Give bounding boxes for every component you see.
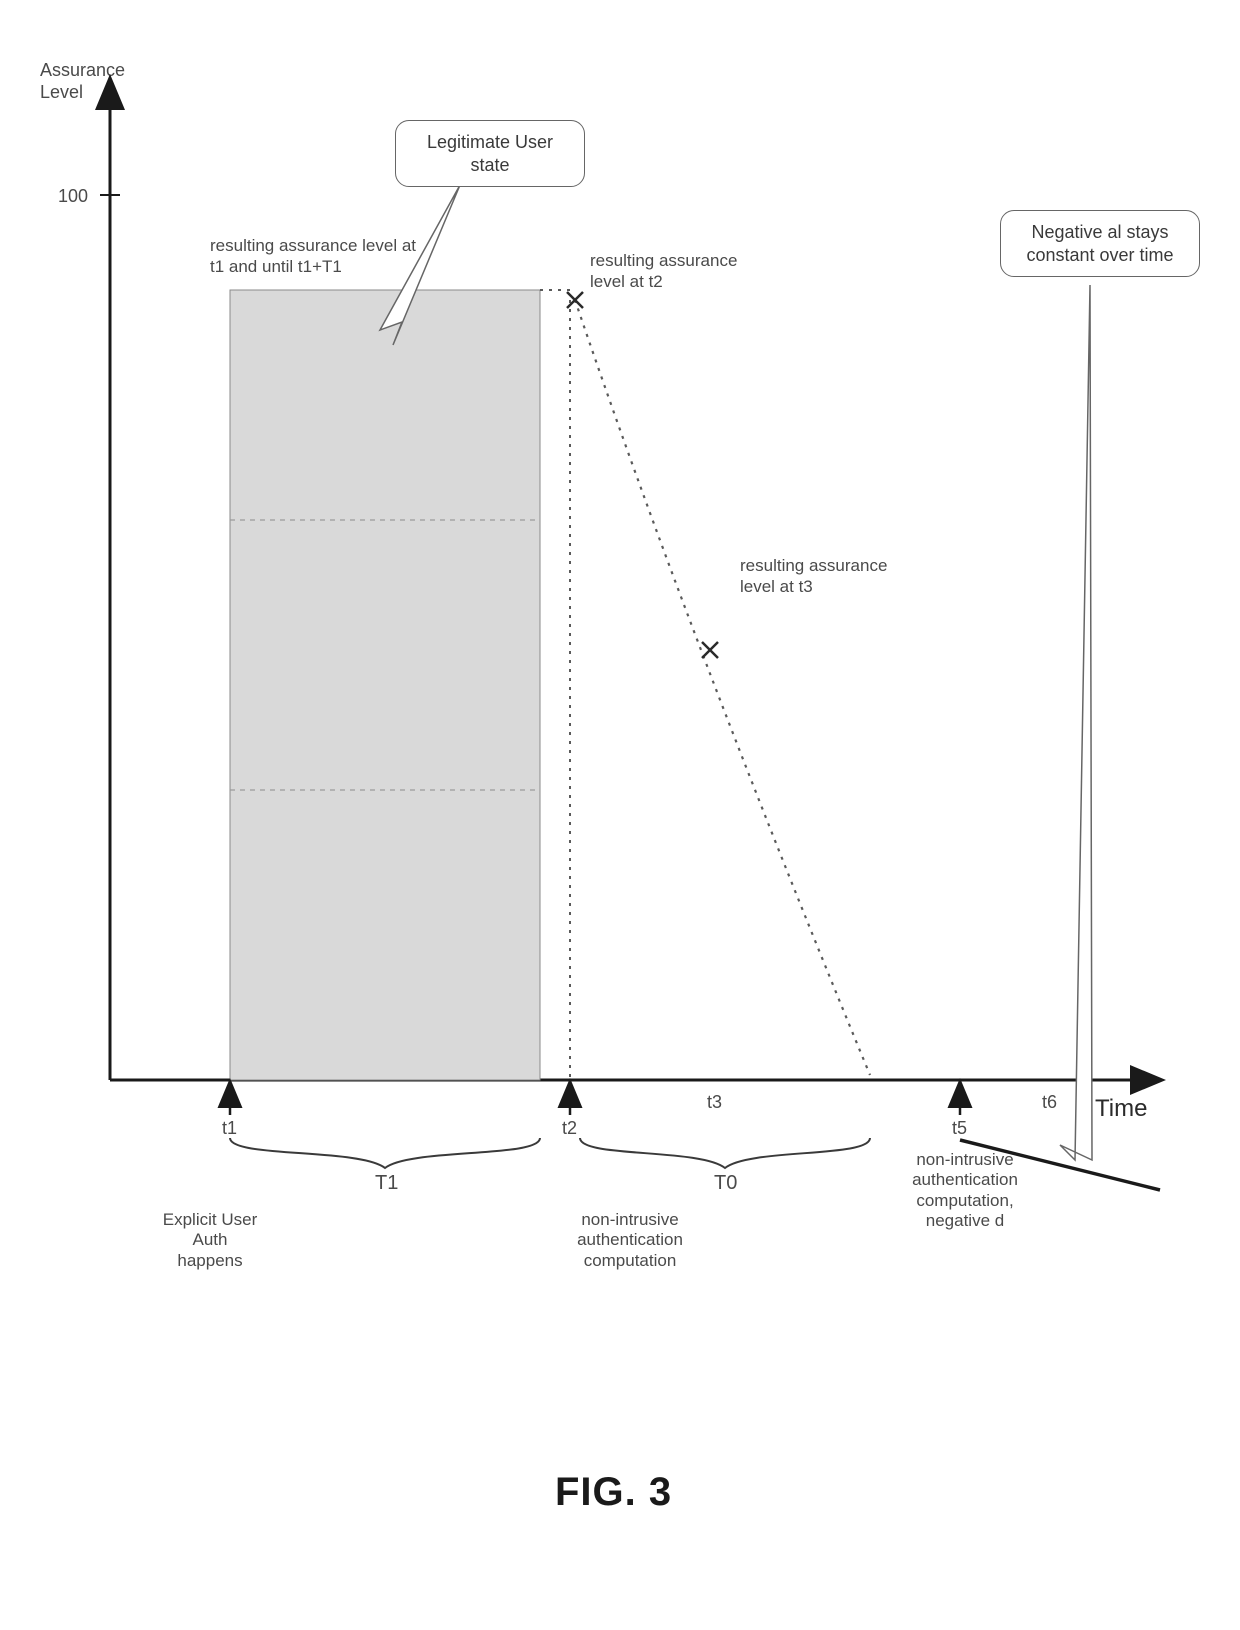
figure-caption: FIG. 3 (555, 1470, 672, 1515)
callout-neg-pointer (1060, 285, 1092, 1160)
brace-T0-label: T0 (714, 1172, 737, 1195)
brace-T1 (230, 1138, 540, 1168)
decay-curve (575, 300, 870, 1075)
event-nonintrusive: non-intrusiveauthenticationcomputation (545, 1210, 715, 1271)
callout-legit-user: Legitimate Userstate (395, 120, 585, 187)
event-nonintrusive-neg: non-intrusiveauthenticationcomputation,n… (880, 1150, 1050, 1232)
assurance-bar (230, 290, 540, 1080)
tick-t6: t6 (1042, 1092, 1057, 1113)
event-explicit-auth: Explicit UserAuthhappens (140, 1210, 280, 1271)
callout-neg-const: Negative al staysconstant over time (1000, 210, 1200, 277)
annot-resulting-t3: resulting assurancelevel at t3 (740, 555, 950, 598)
tick-t1: t1 (222, 1118, 237, 1139)
tick-t3: t3 (707, 1092, 722, 1113)
brace-T1-label: T1 (375, 1172, 398, 1195)
x-axis-title: Time (1095, 1095, 1147, 1123)
x-mark-t3 (702, 642, 718, 658)
tick-t5: t5 (952, 1118, 967, 1139)
tick-t2: t2 (562, 1118, 577, 1139)
annot-resulting-t1: resulting assurance level att1 and until… (210, 235, 490, 278)
annot-resulting-t2: resulting assurancelevel at t2 (590, 250, 800, 293)
brace-T0 (580, 1138, 870, 1168)
